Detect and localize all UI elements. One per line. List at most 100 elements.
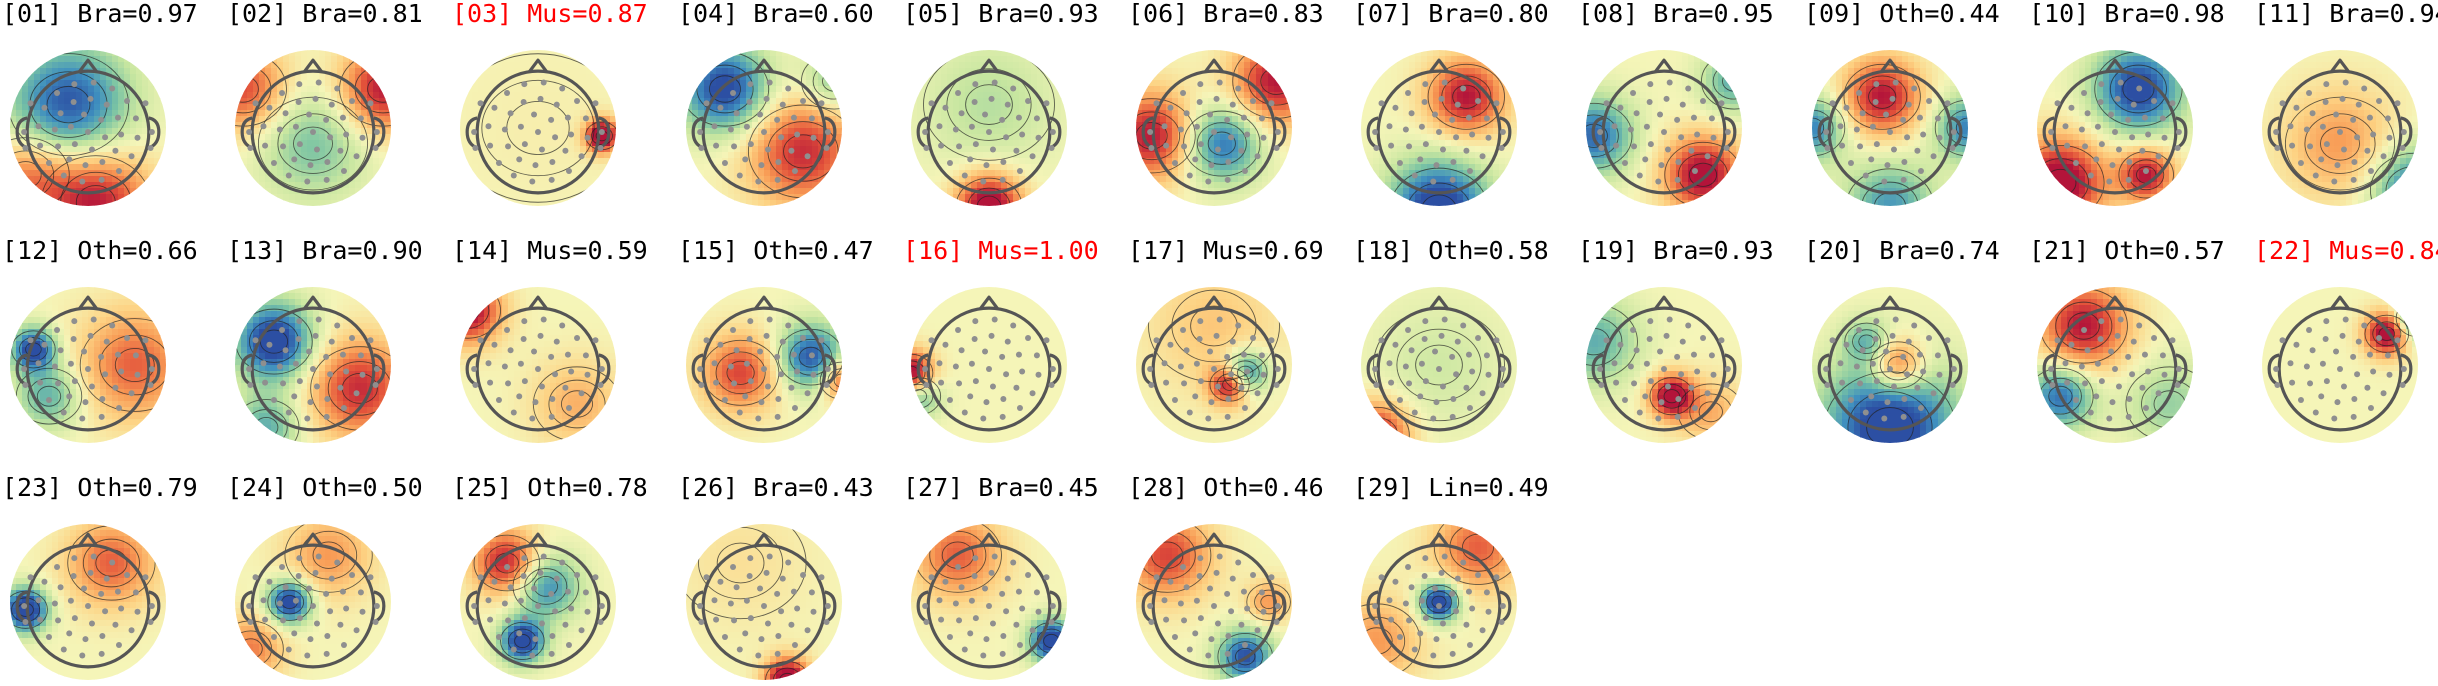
sensor-dot (61, 173, 67, 179)
sensor-dot (2125, 354, 2131, 360)
topomap (1576, 36, 1752, 212)
sensor-dot (323, 117, 329, 123)
sensor-dot (374, 129, 380, 135)
sensor-dot (1598, 382, 1604, 388)
sensor-dot (271, 397, 277, 403)
sensor-dot (1675, 396, 1681, 402)
sensor-dot (1917, 115, 1923, 121)
sensor-dot (549, 177, 555, 183)
sensor-dot (1486, 372, 1492, 378)
sensor-dot (2142, 352, 2148, 358)
sensor-dot (310, 129, 316, 135)
sensor-dot (340, 115, 346, 121)
sensor-dot (337, 385, 343, 391)
sensor-dot (538, 96, 544, 102)
sensor-dot (1392, 579, 1398, 585)
sensor-dot (531, 112, 537, 118)
sensor-dot (253, 100, 259, 106)
sensor-dot (711, 360, 717, 366)
sensor-dot (2048, 366, 2054, 372)
sensor-dot (327, 371, 333, 377)
sensor-dot (314, 146, 320, 152)
sensor-dot (811, 609, 817, 615)
sensor-dot (1225, 159, 1231, 165)
sensor-dot (2304, 126, 2310, 132)
sensor-dot (1016, 589, 1022, 595)
sensor-dot (1211, 366, 1217, 372)
sensor-dot (472, 619, 478, 625)
topomap-cell: [13] Bra=0.90 (225, 237, 450, 447)
sensor-dot (788, 148, 794, 154)
sensor-dot (22, 619, 28, 625)
sensor-dot (487, 380, 493, 386)
sensor-dot (1180, 327, 1186, 333)
sensor-dot (283, 584, 289, 590)
sensor-dot (972, 573, 978, 579)
sensor-dot (2361, 85, 2367, 91)
sensor-dot (496, 160, 502, 166)
sensor-dot (1604, 100, 1610, 106)
sensor-dot (279, 564, 285, 570)
sensor-dot (554, 339, 560, 345)
sensor-dot (58, 584, 64, 590)
sensor-dot (313, 333, 319, 339)
sensor-dot (2306, 90, 2312, 96)
sensor-dot (1422, 318, 1428, 324)
sensor-dot (1184, 347, 1190, 353)
sensor-dot (541, 553, 547, 559)
sensor-dot (1617, 105, 1623, 111)
sensor-dot (742, 156, 748, 162)
sensor-dot (518, 598, 524, 604)
sensor-dot (2118, 316, 2124, 322)
sensor-dot (508, 110, 514, 116)
sensor-dot (697, 129, 703, 135)
sensor-dot (1235, 559, 1241, 565)
sensor-dot (1268, 337, 1274, 343)
sensor-dot (805, 153, 811, 159)
sensor-dot (2145, 369, 2151, 375)
sensor-dot (1181, 143, 1187, 149)
sensor-dot (1197, 573, 1203, 579)
sensor-dot (1848, 397, 1854, 403)
sensor-dot (2331, 416, 2337, 422)
sensor-dot (1197, 336, 1203, 342)
sensor-dot (505, 143, 511, 149)
sensor-dot (46, 160, 52, 166)
sensor-dot (148, 382, 154, 388)
sensor-dot (938, 380, 944, 386)
sensor-dot (323, 354, 329, 360)
sensor-dot (1460, 559, 1466, 565)
sensor-dot (1261, 372, 1267, 378)
sensor-dot (2126, 414, 2132, 420)
sensor-dot (1025, 335, 1031, 341)
sensor-dot (491, 579, 497, 585)
sensor-dot (2169, 100, 2175, 106)
sensor-dot (2385, 352, 2391, 358)
sensor-dot (2176, 129, 2182, 135)
sensor-dot (1680, 102, 1686, 108)
sensor-dot (1147, 366, 1153, 372)
sensor-dot (2351, 396, 2357, 402)
sensor-dot (1406, 143, 1412, 149)
topomap (225, 273, 401, 449)
sensor-dot (296, 318, 302, 324)
sensor-dot (88, 333, 94, 339)
sensor-dot (1920, 369, 1926, 375)
sensor-dot (1648, 378, 1654, 384)
sensor-dot (2351, 159, 2357, 165)
sensor-dot (1664, 96, 1670, 102)
sensor-dot (1207, 349, 1213, 355)
sensor-dot (1493, 574, 1499, 580)
sensor-dot (142, 100, 148, 106)
sensor-dot (1403, 363, 1409, 369)
sensor-dot (1228, 608, 1234, 614)
sensor-dot (704, 337, 710, 343)
sensor-dot (2361, 322, 2367, 328)
sensor-dot (1373, 145, 1379, 151)
sensor-dot (549, 651, 555, 657)
sensor-dot (508, 347, 514, 353)
sensor-dot (825, 366, 831, 372)
sensor-dot (1891, 146, 1897, 152)
sensor-dot (767, 553, 773, 559)
sensor-dot (2324, 141, 2330, 147)
